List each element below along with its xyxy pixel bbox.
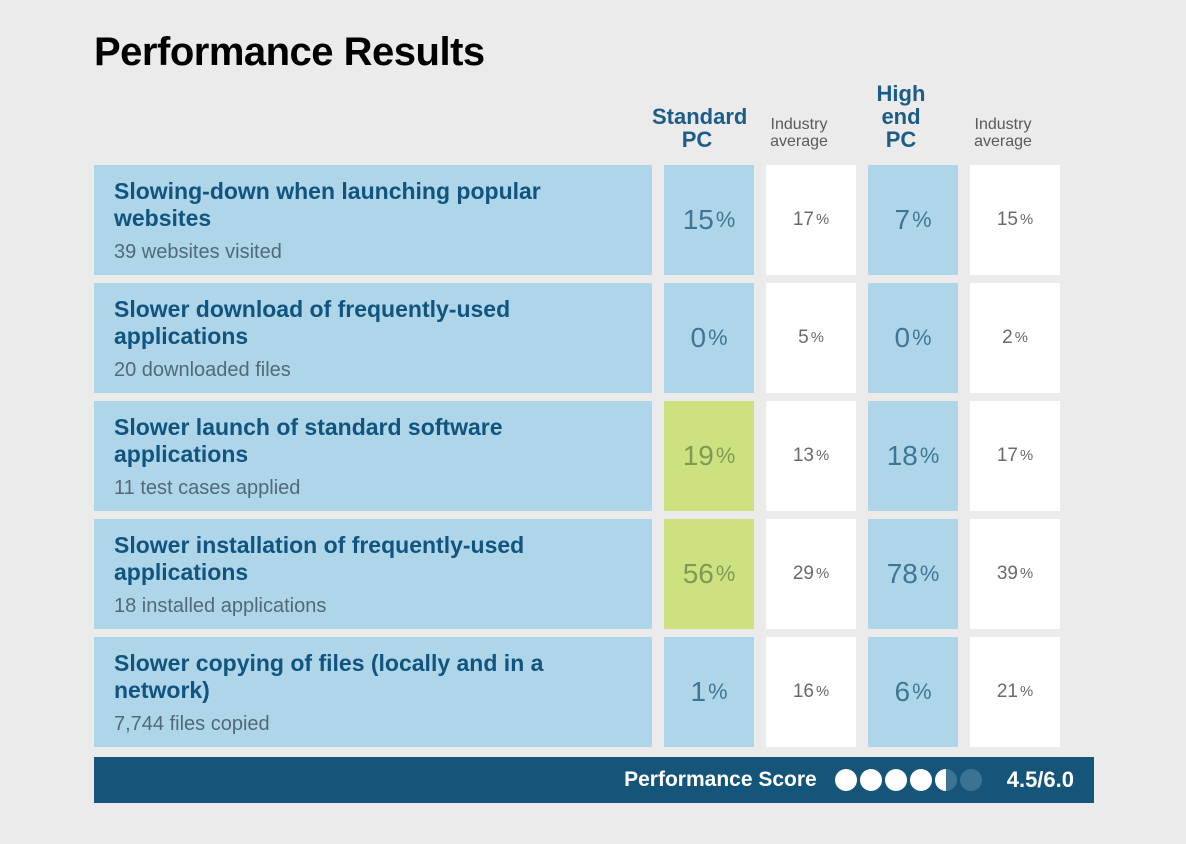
row-title: Slower launch of standard software appli… [114, 414, 632, 467]
header-text: Industry [771, 116, 828, 133]
value-industry-avg-1: 17% [766, 165, 856, 275]
row-description: Slower launch of standard software appli… [94, 401, 652, 511]
row-title: Slowing-down when launching popular webs… [114, 178, 632, 231]
row-description: Slower copying of files (locally and in … [94, 637, 652, 747]
score-dots [835, 769, 985, 791]
header-text: High [877, 81, 926, 106]
header-high-end-pc: High end PC [856, 82, 946, 157]
value-industry-avg-2: 39% [970, 519, 1060, 629]
row-subtitle: 20 downloaded files [114, 359, 632, 382]
value-standard-pc: 56% [664, 519, 754, 629]
value-high-end-pc: 0% [868, 283, 958, 393]
score-dot-icon [860, 769, 882, 791]
header-industry-avg-1: Industry average [754, 116, 844, 157]
value-standard-pc: 0% [664, 283, 754, 393]
score-dot-icon [835, 769, 857, 791]
value-standard-pc: 19% [664, 401, 754, 511]
row-title: Slower download of frequently-used appli… [114, 296, 632, 349]
row-subtitle: 7,744 files copied [114, 713, 632, 736]
value-high-end-pc: 7% [868, 165, 958, 275]
row-subtitle: 39 websites visited [114, 241, 632, 264]
value-industry-avg-1: 29% [766, 519, 856, 629]
table-row: Slowing-down when launching popular webs… [94, 165, 1094, 275]
value-high-end-pc: 78% [868, 519, 958, 629]
page-title: Performance Results [94, 30, 1094, 75]
performance-results-panel: Performance Results Standard PC Industry… [94, 30, 1094, 803]
score-value: 4.5/6.0 [1007, 767, 1074, 793]
header-text: PC [682, 127, 713, 152]
row-subtitle: 18 installed applications [114, 595, 632, 618]
table-row: Slower launch of standard software appli… [94, 401, 1094, 511]
row-subtitle: 11 test cases applied [114, 477, 632, 500]
score-label: Performance Score [624, 768, 817, 792]
column-headers: Standard PC Industry average High end PC… [94, 83, 1094, 157]
header-standard-pc: Standard PC [652, 105, 742, 157]
header-text: PC [886, 127, 917, 152]
results-table: Slowing-down when launching popular webs… [94, 165, 1094, 747]
value-industry-avg-2: 17% [970, 401, 1060, 511]
score-dot-icon [885, 769, 907, 791]
row-title: Slower copying of files (locally and in … [114, 650, 632, 703]
value-high-end-pc: 6% [868, 637, 958, 747]
value-industry-avg-1: 5% [766, 283, 856, 393]
value-standard-pc: 15% [664, 165, 754, 275]
header-text: end [881, 104, 920, 129]
value-industry-avg-2: 21% [970, 637, 1060, 747]
value-industry-avg-1: 16% [766, 637, 856, 747]
header-text: average [770, 133, 828, 150]
value-industry-avg-2: 15% [970, 165, 1060, 275]
score-dot-icon [910, 769, 932, 791]
row-title: Slower installation of frequently-used a… [114, 532, 632, 585]
row-description: Slower installation of frequently-used a… [94, 519, 652, 629]
score-dot-icon [960, 769, 982, 791]
row-description: Slower download of frequently-used appli… [94, 283, 652, 393]
score-dot-icon [935, 769, 957, 791]
header-text: average [974, 133, 1032, 150]
header-industry-avg-2: Industry average [958, 116, 1048, 157]
table-row: Slower copying of files (locally and in … [94, 637, 1094, 747]
performance-score-bar: Performance Score 4.5/6.0 [94, 757, 1094, 803]
row-description: Slowing-down when launching popular webs… [94, 165, 652, 275]
value-industry-avg-2: 2% [970, 283, 1060, 393]
value-standard-pc: 1% [664, 637, 754, 747]
table-row: Slower download of frequently-used appli… [94, 283, 1094, 393]
table-row: Slower installation of frequently-used a… [94, 519, 1094, 629]
header-text: Industry [975, 116, 1032, 133]
value-high-end-pc: 18% [868, 401, 958, 511]
value-industry-avg-1: 13% [766, 401, 856, 511]
header-text: Standard [652, 104, 747, 129]
